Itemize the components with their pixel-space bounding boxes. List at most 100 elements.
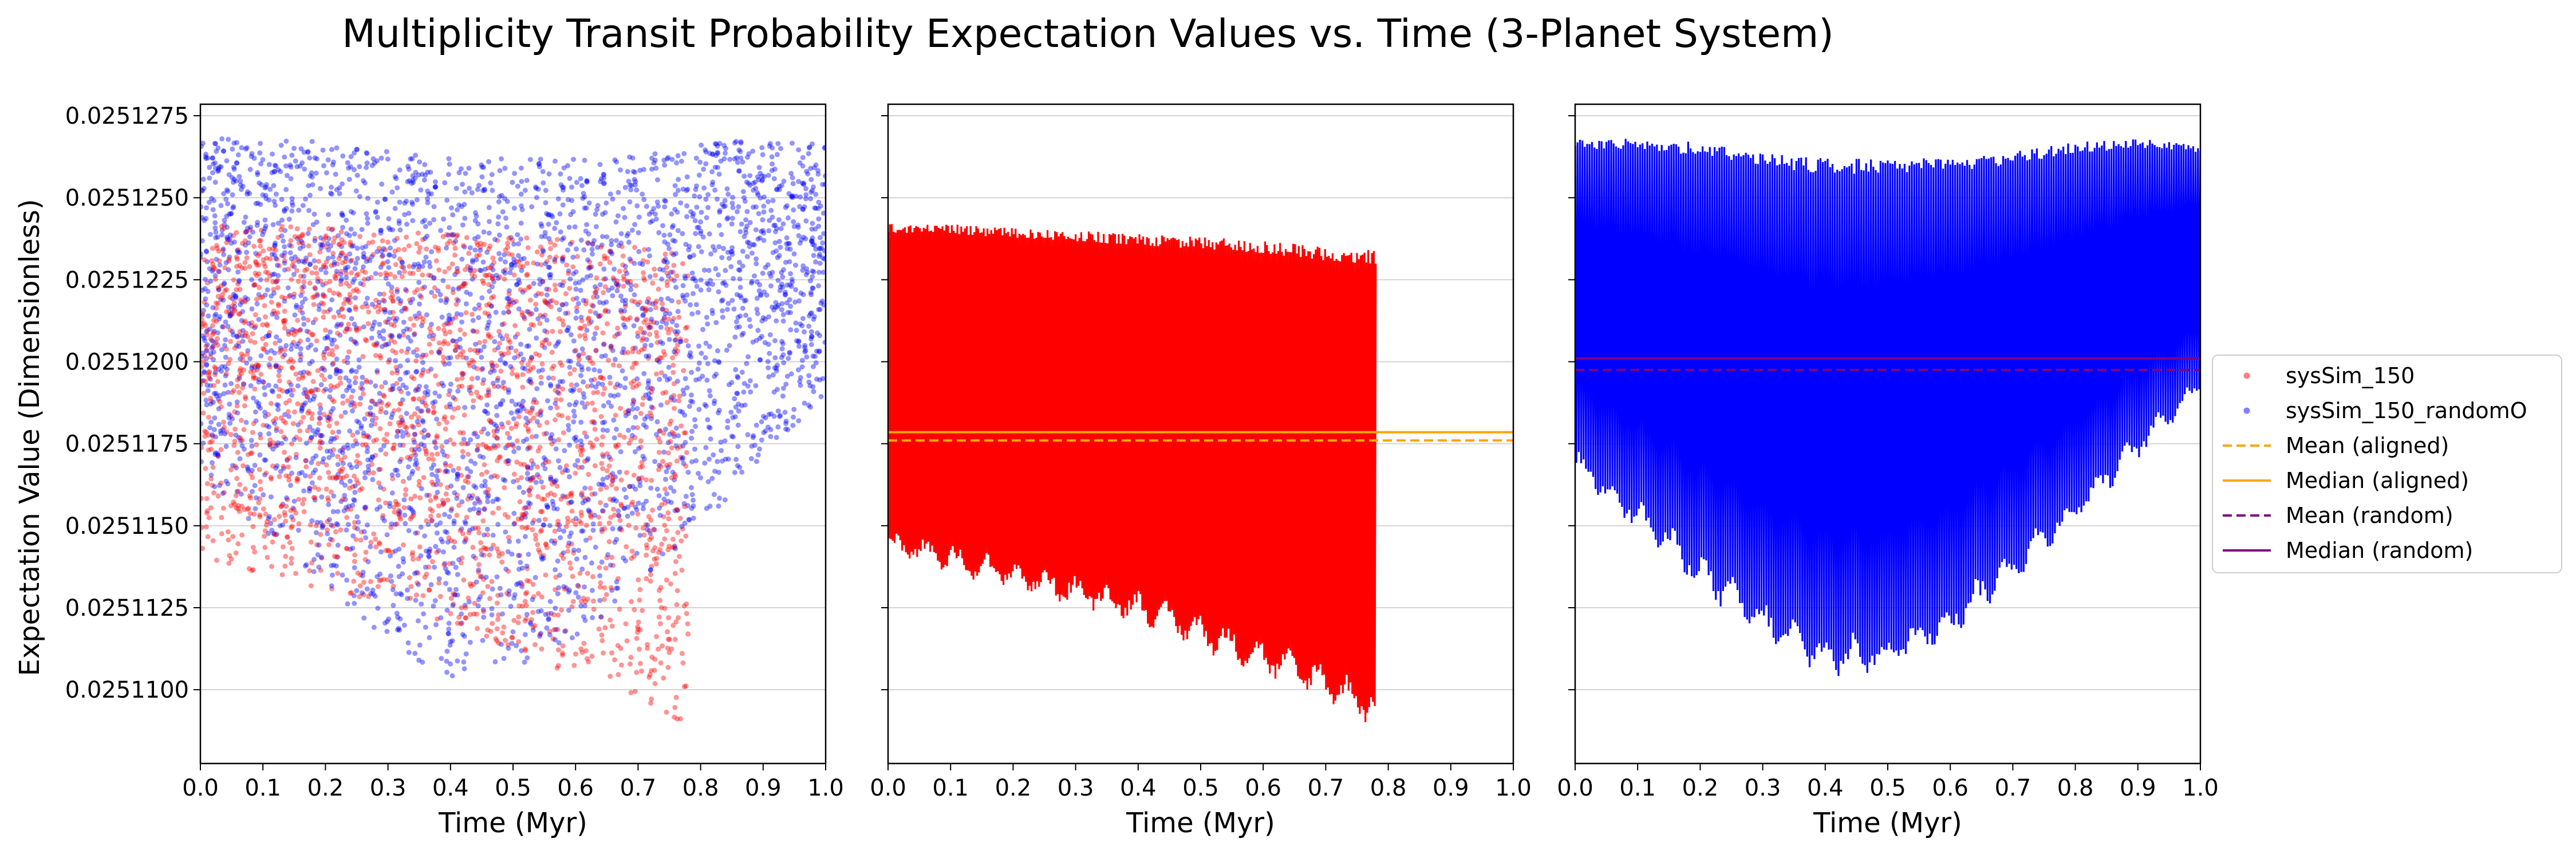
- random-point: [361, 529, 367, 534]
- random-point: [432, 399, 438, 404]
- aligned-point: [202, 434, 208, 439]
- random-point: [546, 222, 551, 227]
- random-point: [697, 376, 702, 382]
- random-point: [223, 319, 228, 325]
- random-point: [352, 490, 358, 495]
- aligned-point: [460, 355, 466, 360]
- random-point: [273, 202, 278, 208]
- aligned-point: [456, 502, 462, 508]
- aligned-point: [520, 384, 526, 390]
- aligned-point: [482, 506, 487, 511]
- aligned-point: [523, 525, 529, 531]
- aligned-point: [419, 354, 425, 360]
- random-point: [309, 359, 315, 364]
- random-point: [578, 419, 584, 425]
- random-point: [716, 171, 722, 177]
- aligned-point: [236, 340, 242, 346]
- aligned-point: [357, 583, 363, 589]
- random-point: [535, 316, 541, 322]
- aligned-point: [371, 232, 377, 238]
- random-point: [397, 227, 403, 233]
- aligned-point: [352, 473, 357, 479]
- random-point: [200, 176, 206, 182]
- aligned-point: [614, 281, 620, 287]
- aligned-point: [374, 342, 380, 348]
- random-point: [784, 203, 790, 208]
- random-point: [282, 154, 287, 160]
- aligned-point: [293, 371, 299, 377]
- random-point: [649, 316, 654, 322]
- random-point: [221, 251, 227, 257]
- aligned-point: [210, 246, 215, 251]
- aligned-point: [667, 636, 672, 642]
- random-point: [397, 442, 403, 448]
- random-point: [568, 388, 574, 393]
- random-point: [646, 253, 652, 259]
- aligned-point: [247, 493, 253, 499]
- aligned-point: [215, 493, 221, 499]
- aligned-point: [462, 267, 468, 273]
- random-point: [703, 355, 708, 360]
- aligned-point: [392, 249, 398, 254]
- random-point: [395, 473, 401, 478]
- aligned-point: [417, 245, 423, 250]
- aligned-point: [397, 423, 403, 428]
- random-point: [420, 263, 425, 269]
- aligned-point: [548, 490, 554, 496]
- random-point: [326, 455, 332, 461]
- random-point: [424, 493, 430, 498]
- random-point: [660, 267, 666, 273]
- aligned-point: [269, 300, 274, 305]
- aligned-point: [256, 271, 262, 277]
- random-point: [634, 507, 640, 513]
- random-point: [652, 151, 658, 157]
- aligned-point: [480, 518, 486, 524]
- random-point: [260, 379, 266, 384]
- random-point: [370, 477, 376, 482]
- random-point: [625, 513, 630, 519]
- random-point: [282, 244, 287, 250]
- random-point: [422, 162, 428, 167]
- aligned-point: [429, 559, 435, 564]
- random-point: [472, 210, 478, 215]
- random-point: [405, 163, 411, 169]
- aligned-point: [380, 513, 386, 518]
- random-point: [784, 373, 790, 379]
- random-point: [238, 302, 243, 308]
- random-point: [384, 149, 389, 155]
- random-point: [809, 310, 814, 316]
- random-point: [737, 276, 743, 282]
- random-point: [361, 324, 366, 330]
- aligned-point: [552, 259, 558, 265]
- aligned-point: [349, 270, 354, 275]
- random-point: [386, 265, 392, 270]
- random-point: [615, 213, 621, 219]
- random-point: [395, 368, 400, 373]
- aligned-point: [590, 598, 596, 604]
- random-point: [518, 341, 523, 347]
- aligned-point: [323, 281, 329, 286]
- random-point: [554, 220, 559, 226]
- random-point: [204, 302, 210, 308]
- random-point: [405, 369, 411, 375]
- aligned-point: [379, 384, 385, 389]
- aligned-point: [638, 438, 644, 444]
- aligned-point: [476, 569, 482, 575]
- random-point: [701, 185, 707, 191]
- random-point: [549, 432, 555, 438]
- random-point: [399, 308, 405, 314]
- random-point: [796, 338, 802, 344]
- random-point: [762, 194, 767, 200]
- random-point: [752, 273, 757, 279]
- random-point: [740, 159, 745, 165]
- random-point: [364, 165, 369, 170]
- random-point: [328, 409, 334, 415]
- random-point: [272, 242, 278, 248]
- aligned-point: [547, 239, 553, 245]
- aligned-point: [273, 532, 278, 537]
- random-point: [205, 289, 211, 294]
- random-point: [721, 246, 726, 251]
- random-point: [770, 198, 776, 203]
- random-point: [559, 283, 565, 288]
- random-point: [526, 343, 531, 349]
